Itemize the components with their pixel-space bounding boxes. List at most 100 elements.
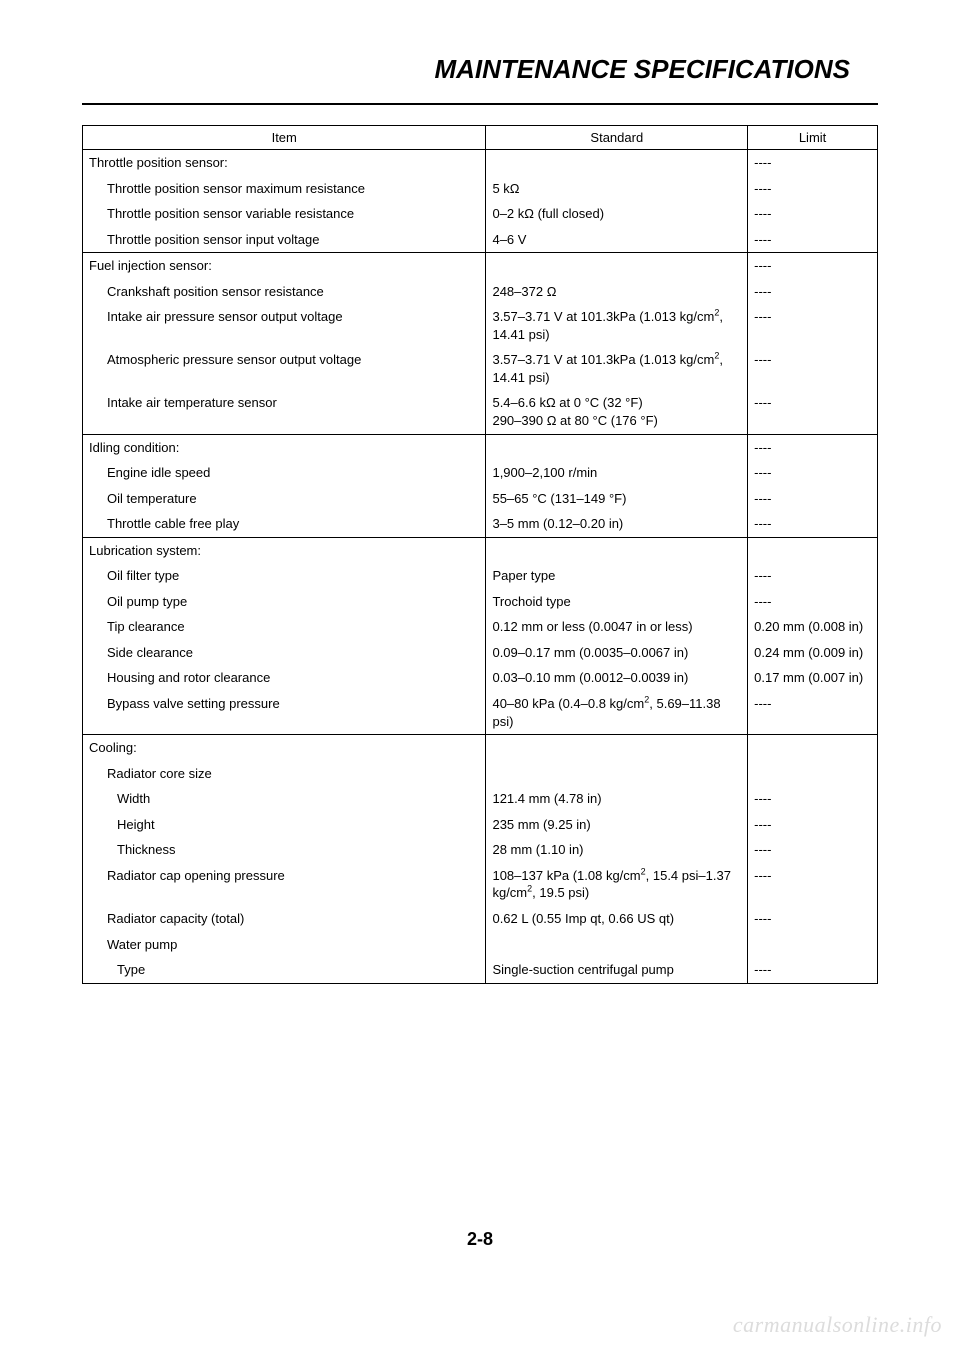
- section-limit: [748, 537, 878, 563]
- cell-item: Water pump: [83, 932, 486, 958]
- title-underline: [82, 103, 878, 105]
- cell-item: Type: [83, 957, 486, 983]
- cell-standard: 108–137 kPa (1.08 kg/cm2, 15.4 psi–1.37 …: [486, 863, 748, 906]
- cell-item: Oil temperature: [83, 486, 486, 512]
- cell-item: Throttle cable free play: [83, 511, 486, 537]
- cell-item: Height: [83, 812, 486, 838]
- cell-standard: [486, 932, 748, 958]
- cell-item: Width: [83, 786, 486, 812]
- table-row: Throttle position sensor variable resist…: [83, 201, 878, 227]
- section-limit: ----: [748, 253, 878, 279]
- section-header-row: Fuel injection sensor: ----: [83, 253, 878, 279]
- section-item: Throttle position sensor:: [83, 150, 486, 176]
- cell-limit: ----: [748, 511, 878, 537]
- section-limit: [748, 735, 878, 761]
- cell-limit: ----: [748, 812, 878, 838]
- page-title: MAINTENANCE SPECIFICATIONS: [0, 0, 960, 85]
- section-item: Cooling:: [83, 735, 486, 761]
- section-header-row: Throttle position sensor: ----: [83, 150, 878, 176]
- cell-standard: [486, 761, 748, 787]
- table-row: Intake air temperature sensor5.4–6.6 kΩ …: [83, 390, 878, 434]
- table-row: Throttle position sensor maximum resista…: [83, 176, 878, 202]
- cell-item: Intake air pressure sensor output voltag…: [83, 304, 486, 347]
- cell-limit: ----: [748, 460, 878, 486]
- table-row: TypeSingle-suction centrifugal pump----: [83, 957, 878, 983]
- cell-limit: ----: [748, 176, 878, 202]
- table-row: Bypass valve setting pressure40–80 kPa (…: [83, 691, 878, 735]
- cell-standard: 5.4–6.6 kΩ at 0 °C (32 °F)290–390 Ω at 8…: [486, 390, 748, 434]
- cell-standard: Single-suction centrifugal pump: [486, 957, 748, 983]
- table-row: Radiator cap opening pressure108–137 kPa…: [83, 863, 878, 906]
- cell-standard: 55–65 °C (131–149 °F): [486, 486, 748, 512]
- section-std: [486, 253, 748, 279]
- cell-limit: 0.17 mm (0.007 in): [748, 665, 878, 691]
- section-std: [486, 434, 748, 460]
- cell-item: Radiator cap opening pressure: [83, 863, 486, 906]
- cell-item: Crankshaft position sensor resistance: [83, 279, 486, 305]
- cell-standard: 0.03–0.10 mm (0.0012–0.0039 in): [486, 665, 748, 691]
- cell-item: Radiator capacity (total): [83, 906, 486, 932]
- cell-standard: 28 mm (1.10 in): [486, 837, 748, 863]
- cell-item: Side clearance: [83, 640, 486, 666]
- header-limit: Limit: [748, 126, 878, 150]
- table-row: Throttle cable free play3–5 mm (0.12–0.2…: [83, 511, 878, 537]
- table-row: Oil temperature55–65 °C (131–149 °F)----: [83, 486, 878, 512]
- cell-limit: ----: [748, 201, 878, 227]
- section-std: [486, 735, 748, 761]
- cell-limit: ----: [748, 589, 878, 615]
- table-row: Oil filter typePaper type----: [83, 563, 878, 589]
- section-std: [486, 150, 748, 176]
- cell-limit: ----: [748, 837, 878, 863]
- cell-item: Oil filter type: [83, 563, 486, 589]
- section-limit: ----: [748, 150, 878, 176]
- cell-item: Atmospheric pressure sensor output volta…: [83, 347, 486, 390]
- table-row: Throttle position sensor input voltage4–…: [83, 227, 878, 253]
- cell-item: Intake air temperature sensor: [83, 390, 486, 434]
- section-header-row: Cooling:: [83, 735, 878, 761]
- cell-standard: 3.57–3.71 V at 101.3kPa (1.013 kg/cm2, 1…: [486, 304, 748, 347]
- cell-limit: ----: [748, 304, 878, 347]
- cell-limit: ----: [748, 227, 878, 253]
- cell-item: Throttle position sensor input voltage: [83, 227, 486, 253]
- cell-item: Housing and rotor clearance: [83, 665, 486, 691]
- table-row: Side clearance0.09–0.17 mm (0.0035–0.006…: [83, 640, 878, 666]
- cell-limit: ----: [748, 691, 878, 735]
- table-row: Thickness28 mm (1.10 in)----: [83, 837, 878, 863]
- cell-standard: 235 mm (9.25 in): [486, 812, 748, 838]
- cell-limit: ----: [748, 957, 878, 983]
- cell-standard: Paper type: [486, 563, 748, 589]
- spec-table: Item Standard Limit Throttle position se…: [82, 125, 878, 984]
- table-row: Height235 mm (9.25 in)----: [83, 812, 878, 838]
- cell-standard: Trochoid type: [486, 589, 748, 615]
- cell-standard: 5 kΩ: [486, 176, 748, 202]
- table-row: Housing and rotor clearance0.03–0.10 mm …: [83, 665, 878, 691]
- cell-limit: 0.20 mm (0.008 in): [748, 614, 878, 640]
- table-row: Radiator core size: [83, 761, 878, 787]
- cell-limit: ----: [748, 863, 878, 906]
- cell-limit: [748, 932, 878, 958]
- cell-standard: 40–80 kPa (0.4–0.8 kg/cm2, 5.69–11.38 ps…: [486, 691, 748, 735]
- table-row: Intake air pressure sensor output voltag…: [83, 304, 878, 347]
- cell-standard: 0.09–0.17 mm (0.0035–0.0067 in): [486, 640, 748, 666]
- cell-standard: 248–372 Ω: [486, 279, 748, 305]
- watermark: carmanualsonline.info: [733, 1312, 942, 1338]
- section-header-row: Idling condition:----: [83, 434, 878, 460]
- section-item: Fuel injection sensor:: [83, 253, 486, 279]
- cell-limit: [748, 761, 878, 787]
- cell-standard: 4–6 V: [486, 227, 748, 253]
- cell-limit: ----: [748, 906, 878, 932]
- table-row: Crankshaft position sensor resistance248…: [83, 279, 878, 305]
- cell-item: Radiator core size: [83, 761, 486, 787]
- table-row: Water pump: [83, 932, 878, 958]
- cell-item: Throttle position sensor variable resist…: [83, 201, 486, 227]
- cell-item: Thickness: [83, 837, 486, 863]
- table-row: Oil pump typeTrochoid type----: [83, 589, 878, 615]
- cell-limit: ----: [748, 563, 878, 589]
- cell-item: Throttle position sensor maximum resista…: [83, 176, 486, 202]
- cell-limit: ----: [748, 390, 878, 434]
- cell-item: Oil pump type: [83, 589, 486, 615]
- table-row: Atmospheric pressure sensor output volta…: [83, 347, 878, 390]
- table-row: Width121.4 mm (4.78 in)----: [83, 786, 878, 812]
- header-item: Item: [83, 126, 486, 150]
- table-row: Tip clearance0.12 mm or less (0.0047 in …: [83, 614, 878, 640]
